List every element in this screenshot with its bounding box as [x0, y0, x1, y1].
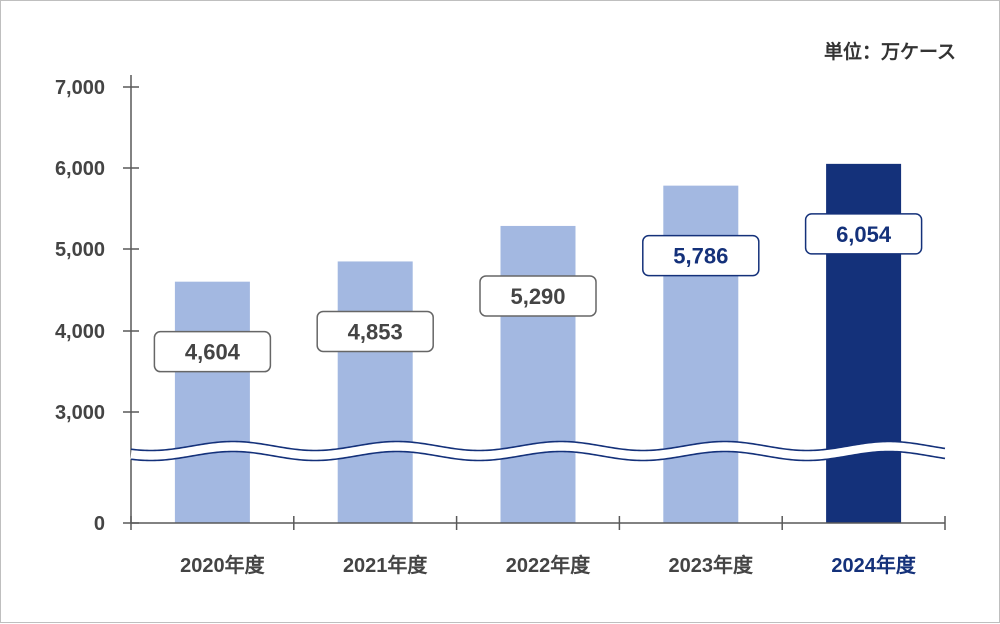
x-tick-label: 2022年度	[506, 553, 591, 577]
data-label-box	[153, 330, 272, 373]
y-tick-label: 3,000	[55, 402, 105, 424]
data-label: 6,054	[836, 222, 892, 247]
y-tick-label: 7,000	[55, 77, 105, 99]
bar-2020年度	[174, 281, 250, 523]
axis-break-band	[130, 441, 946, 461]
data-label: 4,604	[185, 340, 241, 365]
data-label: 4,853	[348, 319, 403, 344]
x-tick-label: 2020年度	[180, 553, 265, 577]
data-label-box	[804, 213, 923, 255]
y-tick-label: 0	[94, 513, 105, 535]
y-tick-label: 4,000	[55, 321, 105, 343]
x-tick-label: 2023年度	[669, 553, 754, 577]
bar-2022年度	[500, 225, 576, 523]
data-label-box	[316, 310, 434, 353]
bar-2021年度	[337, 261, 413, 523]
y-tick-label: 5,000	[55, 239, 105, 261]
data-label-box	[479, 275, 597, 317]
data-label: 5,786	[673, 244, 728, 269]
x-tick-label: 2021年度	[343, 553, 428, 577]
data-label-box	[642, 234, 760, 277]
axis-break-line-lower	[130, 450, 946, 462]
x-tick-label: 2024年度	[831, 553, 916, 577]
unit-label: 単位：万ケース	[824, 40, 956, 63]
data-label: 5,290	[510, 284, 565, 309]
axis-break-line-upper	[130, 440, 946, 452]
y-tick-label: 6,000	[55, 158, 105, 180]
